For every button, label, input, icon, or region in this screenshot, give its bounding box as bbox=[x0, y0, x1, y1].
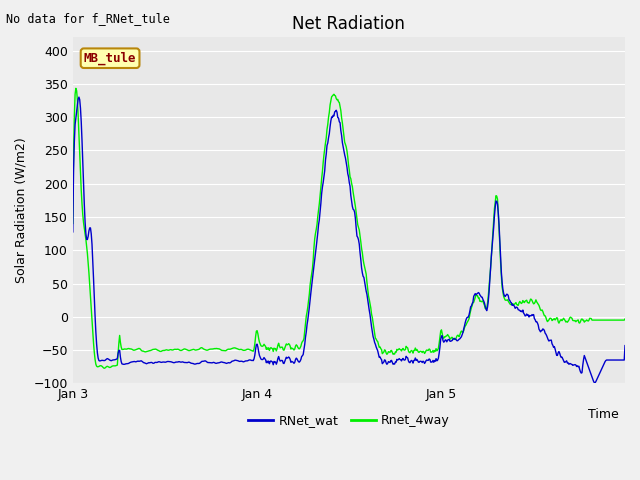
Rnet_4way bbox=[418, 348, 426, 354]
RNet_wat bbox=[222, 360, 230, 366]
Rnet_4way bbox=[100, 365, 108, 371]
Line: Rnet_4way: Rnet_4way bbox=[73, 88, 625, 368]
X-axis label: Time: Time bbox=[588, 408, 618, 420]
Rnet_4way bbox=[434, 348, 442, 353]
RNet_wat bbox=[75, 94, 83, 100]
Text: No data for f_RNet_tule: No data for f_RNet_tule bbox=[6, 12, 170, 25]
Y-axis label: Solar Radiation (W/m2): Solar Radiation (W/m2) bbox=[15, 137, 28, 283]
RNet_wat bbox=[591, 380, 599, 385]
RNet_wat bbox=[193, 361, 200, 367]
RNet_wat bbox=[136, 358, 144, 364]
Rnet_4way bbox=[621, 316, 629, 322]
Rnet_4way bbox=[138, 348, 145, 353]
Rnet_4way bbox=[193, 347, 201, 353]
Legend: RNet_wat, Rnet_4way: RNet_wat, Rnet_4way bbox=[243, 409, 454, 432]
Line: RNet_wat: RNet_wat bbox=[73, 97, 625, 383]
Title: Net Radiation: Net Radiation bbox=[292, 15, 405, 33]
RNet_wat bbox=[417, 359, 424, 364]
Rnet_4way bbox=[80, 220, 88, 226]
Text: MB_tule: MB_tule bbox=[84, 51, 136, 65]
Rnet_4way bbox=[69, 220, 77, 226]
Rnet_4way bbox=[72, 85, 80, 91]
RNet_wat bbox=[621, 343, 629, 348]
Rnet_4way bbox=[223, 348, 230, 353]
RNet_wat bbox=[69, 229, 77, 235]
RNet_wat bbox=[80, 181, 88, 187]
RNet_wat bbox=[433, 358, 441, 364]
